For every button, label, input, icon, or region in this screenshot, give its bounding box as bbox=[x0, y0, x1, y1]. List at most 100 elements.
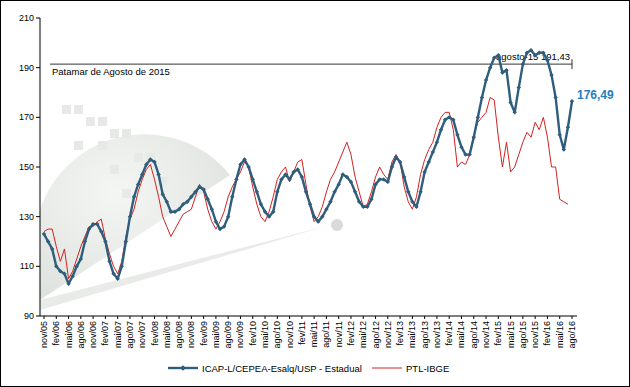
marker bbox=[382, 177, 386, 181]
marker bbox=[173, 210, 177, 214]
marker bbox=[451, 118, 455, 122]
x-tick bbox=[68, 316, 69, 319]
marker bbox=[365, 205, 369, 209]
square bbox=[98, 141, 107, 150]
marker bbox=[91, 222, 95, 226]
x-tick-label: ago/07 bbox=[125, 321, 135, 349]
marker bbox=[553, 95, 557, 99]
marker bbox=[504, 68, 508, 72]
y-tick bbox=[36, 316, 40, 317]
x-tick bbox=[350, 316, 351, 319]
x-tick bbox=[142, 316, 143, 319]
x-tick bbox=[387, 316, 388, 319]
y-tick bbox=[36, 167, 40, 168]
marker bbox=[251, 177, 255, 181]
square bbox=[122, 189, 131, 198]
x-tick-label: nov/08 bbox=[186, 321, 196, 348]
x-tick bbox=[301, 316, 302, 319]
marker bbox=[386, 180, 390, 184]
y-tick bbox=[36, 117, 40, 118]
marker bbox=[414, 205, 418, 209]
marker bbox=[472, 135, 476, 139]
marker bbox=[427, 160, 431, 164]
marker bbox=[54, 264, 58, 268]
x-tick-label: mai/12 bbox=[358, 321, 368, 348]
marker bbox=[562, 147, 566, 151]
marker bbox=[390, 165, 394, 169]
marker bbox=[79, 257, 83, 261]
x-tick-label: ago/12 bbox=[371, 321, 381, 349]
marker bbox=[296, 167, 300, 171]
marker bbox=[398, 160, 402, 164]
x-tick-label: fev/15 bbox=[493, 321, 503, 346]
marker bbox=[521, 62, 525, 66]
x-tick-label: fev/12 bbox=[346, 321, 356, 346]
marker bbox=[545, 58, 549, 62]
marker bbox=[529, 48, 533, 52]
x-tick bbox=[154, 316, 155, 319]
reference-end bbox=[572, 59, 573, 69]
y-tick-label: 110 bbox=[20, 261, 34, 271]
marker bbox=[287, 177, 291, 181]
x-tick bbox=[486, 316, 487, 319]
x-tick bbox=[412, 316, 413, 319]
x-tick-label: fev/13 bbox=[395, 321, 405, 346]
marker bbox=[361, 205, 365, 209]
marker bbox=[66, 282, 70, 286]
marker bbox=[242, 157, 246, 161]
marker bbox=[50, 247, 54, 251]
marker bbox=[255, 190, 259, 194]
x-tick bbox=[547, 316, 548, 319]
marker bbox=[42, 232, 46, 236]
marker bbox=[447, 115, 451, 119]
x-tick-label: ago/08 bbox=[174, 321, 184, 349]
marker bbox=[120, 264, 124, 268]
x-tick-label: fev/07 bbox=[100, 321, 110, 346]
x-tick-label: ago/16 bbox=[567, 321, 577, 349]
marker bbox=[283, 172, 287, 176]
legend-label: ICAP-L/CEPEA-Esalq/USP - Estadual bbox=[202, 363, 362, 374]
x-tick bbox=[400, 316, 401, 319]
marker bbox=[136, 182, 140, 186]
y-tick-label: 190 bbox=[19, 63, 34, 73]
marker bbox=[165, 200, 169, 204]
y-tick bbox=[36, 67, 40, 68]
x-tick-label: ago/09 bbox=[223, 321, 233, 349]
marker bbox=[70, 274, 74, 278]
marker bbox=[422, 170, 426, 174]
dot bbox=[331, 219, 343, 231]
x-tick bbox=[314, 316, 315, 319]
x-axis bbox=[40, 316, 577, 317]
marker bbox=[484, 78, 488, 82]
marker bbox=[345, 175, 349, 179]
x-tick bbox=[191, 316, 192, 319]
marker bbox=[275, 190, 279, 194]
marker bbox=[357, 200, 361, 204]
marker bbox=[541, 51, 545, 55]
marker bbox=[463, 152, 467, 156]
marker bbox=[410, 200, 414, 204]
marker bbox=[226, 214, 230, 218]
marker bbox=[537, 51, 541, 55]
x-tick-label: mai/13 bbox=[407, 321, 417, 348]
x-tick bbox=[129, 316, 130, 319]
x-tick bbox=[424, 316, 425, 319]
marker bbox=[238, 162, 242, 166]
x-tick-label: ago/15 bbox=[518, 321, 528, 349]
marker bbox=[558, 133, 562, 137]
plot-area bbox=[42, 48, 574, 286]
marker bbox=[218, 227, 222, 231]
marker bbox=[214, 219, 218, 223]
x-tick-label: nov/12 bbox=[383, 321, 393, 348]
marker bbox=[353, 190, 357, 194]
square bbox=[74, 105, 83, 114]
marker bbox=[431, 150, 435, 154]
marker bbox=[140, 172, 144, 176]
marker bbox=[570, 99, 574, 103]
marker bbox=[279, 177, 283, 181]
marker bbox=[406, 190, 410, 194]
marker bbox=[488, 65, 492, 69]
x-tick bbox=[117, 316, 118, 319]
marker bbox=[341, 172, 345, 176]
marker bbox=[95, 222, 99, 226]
